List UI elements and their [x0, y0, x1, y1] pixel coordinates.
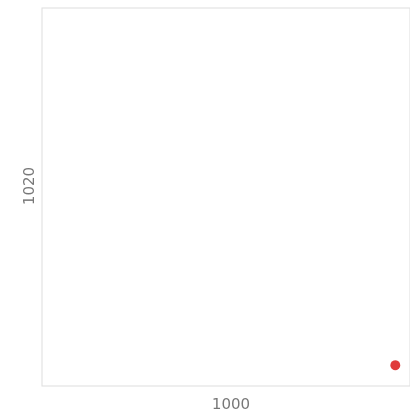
plot-area — [41, 7, 410, 387]
x-axis-label: 1000 — [212, 395, 250, 413]
data-point — [390, 360, 401, 371]
y-axis-label: 1020 — [20, 167, 38, 205]
points-layer — [390, 360, 401, 371]
